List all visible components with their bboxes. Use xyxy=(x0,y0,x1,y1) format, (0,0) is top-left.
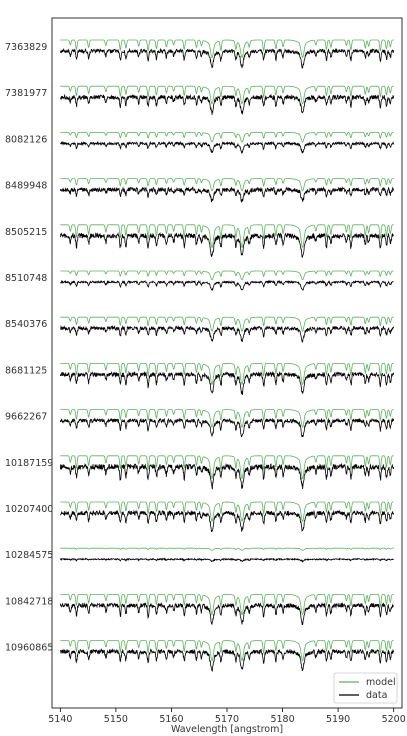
x-tick-label: 5160 xyxy=(159,714,183,725)
star-id-label: 10187159 xyxy=(5,458,53,469)
star-id-label: 8510748 xyxy=(5,273,47,284)
star-id-label: 8082126 xyxy=(5,134,47,145)
star-id-label: 10960865 xyxy=(5,643,53,654)
star-id-label: 8681125 xyxy=(5,365,47,376)
star-id-label: 7381977 xyxy=(5,88,47,99)
model-spectrum-line xyxy=(60,85,394,105)
star-id-label: 8505215 xyxy=(5,227,47,238)
model-spectrum-line xyxy=(60,362,394,386)
data-spectrum-line xyxy=(60,140,395,155)
model-spectrum-line xyxy=(60,131,394,143)
spectrum-row: 10960865 xyxy=(5,640,395,672)
data-spectrum-line xyxy=(59,186,395,203)
x-tick-label: 5140 xyxy=(48,714,72,725)
x-tick-label: 5150 xyxy=(104,714,128,725)
x-axis-label: Wavelength [angstrom] xyxy=(171,724,283,735)
spectrum-row: 8540376 xyxy=(5,316,395,344)
model-spectrum-line xyxy=(60,640,394,662)
spectrum-row: 7363829 xyxy=(5,39,395,69)
star-id-label: 8489948 xyxy=(5,181,47,192)
model-spectrum-line xyxy=(60,178,394,192)
x-tick-label: 5200 xyxy=(382,714,406,725)
data-spectrum-line xyxy=(59,417,395,438)
model-spectrum-line xyxy=(60,270,394,281)
data-spectrum-line xyxy=(59,93,395,115)
model-spectrum-line xyxy=(60,594,394,616)
spectrum-row: 10187159 xyxy=(5,455,395,490)
star-id-label: 7363829 xyxy=(5,42,47,53)
star-id-label: 9662267 xyxy=(5,412,47,423)
x-tick-label: 5180 xyxy=(270,714,294,725)
spectrum-row: 10284575 xyxy=(5,547,394,563)
data-spectrum-line xyxy=(60,509,395,533)
data-spectrum-line xyxy=(59,648,395,672)
spectrum-row: 10207400 xyxy=(5,501,395,533)
star-id-label: 10207400 xyxy=(5,504,53,515)
model-spectrum-line xyxy=(60,316,394,332)
data-spectrum-line xyxy=(60,279,394,292)
data-spectrum-line xyxy=(60,324,395,344)
x-axis: 5140 5150 5160 5170 5180 5190 5200 xyxy=(48,708,406,725)
model-spectrum-line xyxy=(60,39,394,59)
data-spectrum-line xyxy=(59,231,394,259)
model-spectrum-line xyxy=(60,501,394,522)
model-spectrum-line xyxy=(60,409,394,428)
data-spectrum-line xyxy=(59,370,395,395)
plot-frame xyxy=(51,17,403,709)
spectra-rows: 7363829 7381977 8082126 8489948 8505215 85107… xyxy=(5,39,395,672)
spectrum-row: 7381977 xyxy=(5,85,395,115)
spectrum-row: 8510748 xyxy=(5,270,394,292)
model-spectrum-line xyxy=(60,455,394,480)
spectrum-row: 8082126 xyxy=(5,131,395,155)
spectrum-row: 8489948 xyxy=(5,178,395,203)
legend-label-data: data xyxy=(366,690,387,701)
legend: model data xyxy=(333,672,398,704)
data-spectrum-line xyxy=(59,557,394,563)
star-id-label: 10842718 xyxy=(5,596,53,607)
spectrum-row: 8505215 xyxy=(5,224,394,259)
star-id-label: 8540376 xyxy=(5,319,47,330)
x-tick-label: 5190 xyxy=(326,714,350,725)
data-spectrum-line xyxy=(59,463,395,490)
model-spectrum-line xyxy=(60,224,394,249)
data-spectrum-line xyxy=(59,47,395,69)
model-spectrum-line xyxy=(60,547,394,551)
spectrum-row: 8681125 xyxy=(5,362,395,395)
spectrum-row: 10842718 xyxy=(5,594,394,626)
x-tick-label: 5170 xyxy=(215,714,239,725)
star-id-label: 10284575 xyxy=(5,550,53,561)
data-spectrum-line xyxy=(59,601,394,626)
spectrum-row: 9662267 xyxy=(5,409,395,438)
legend-label-model: model xyxy=(366,677,396,688)
